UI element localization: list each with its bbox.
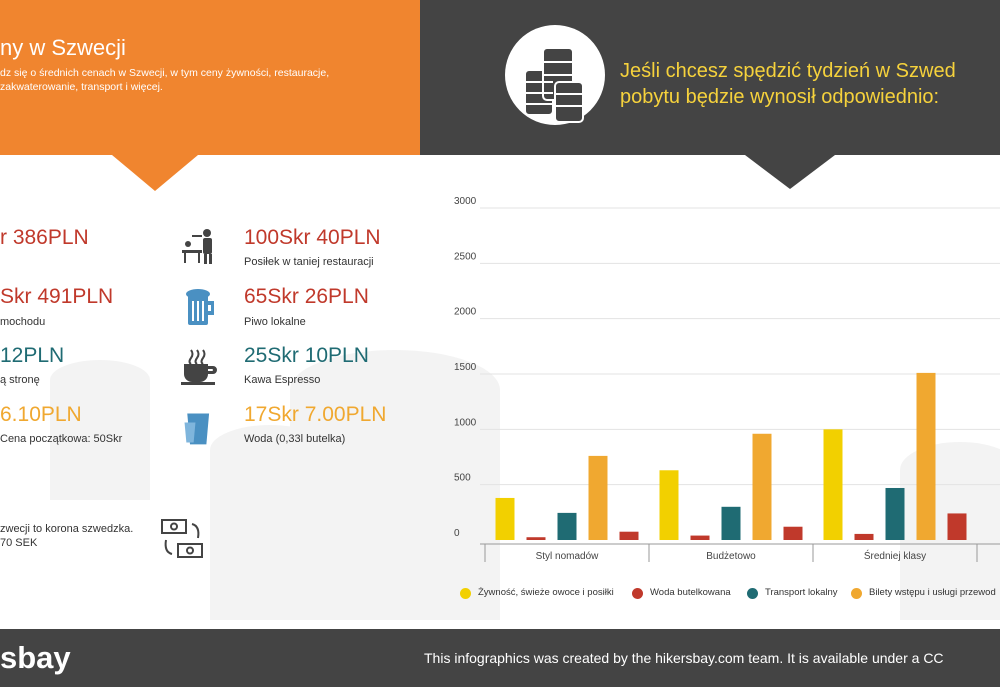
price-label-4: Cena początkowa: 50Skr xyxy=(0,433,123,445)
header-right-notch xyxy=(745,155,835,189)
legend-dot xyxy=(747,588,758,599)
price-value-7: 25Skr 10PLN xyxy=(244,344,369,367)
bar xyxy=(885,487,905,540)
price-value-1: r 386PLN xyxy=(0,226,89,249)
bar xyxy=(916,372,936,540)
price-label-6: Piwo lokalne xyxy=(244,316,306,328)
bar xyxy=(690,535,710,540)
price-value-6: 65Skr 26PLN xyxy=(244,285,369,308)
price-value-4: 6.10PLN xyxy=(0,403,82,426)
bar xyxy=(619,531,639,540)
legend-label: Transport lokalny xyxy=(765,587,838,598)
price-label-7: Kawa Espresso xyxy=(244,374,321,386)
bar xyxy=(752,433,772,540)
bar-chart: 0 500 1000 1500 2000 2500 3000 Styl nomadów Budż… xyxy=(454,196,1000,562)
y-tick-label: 1000 xyxy=(454,417,477,428)
price-value-8: 17Skr 7.00PLN xyxy=(244,403,387,426)
header-left-banner xyxy=(0,0,420,155)
y-tick-label: 500 xyxy=(454,473,471,484)
bar xyxy=(557,512,577,540)
bar xyxy=(947,513,967,540)
x-category-label: Styl nomadów xyxy=(536,551,600,562)
legend-dot xyxy=(632,588,643,599)
currency-note: zwecji to korona szwedzka. 70 SEK xyxy=(0,523,134,549)
beer-mug-icon xyxy=(186,289,214,325)
legend-label: Bilety wstępu i usługi przewod xyxy=(869,587,996,598)
y-tick-label: 2000 xyxy=(454,307,477,318)
coins-stack-icon xyxy=(505,25,605,125)
price-label-8: Woda (0,33l butelka) xyxy=(244,433,346,445)
x-category-label: Średniej klasy xyxy=(864,549,926,562)
header-left-notch xyxy=(112,155,198,191)
currency-exchange-icon xyxy=(161,519,203,558)
legend-dot xyxy=(851,588,862,599)
water-glass-icon xyxy=(184,413,210,445)
bar xyxy=(823,429,843,540)
price-label-3: ą stronę xyxy=(0,374,40,386)
price-value-5: 100Skr 40PLN xyxy=(244,226,381,249)
page-description: dz się o średnich cenach w Szwecji, w ty… xyxy=(0,67,330,93)
y-tick-label: 3000 xyxy=(454,196,477,207)
header-right-text: Jeśli chcesz spędzić tydzień w Szwed pob… xyxy=(620,60,956,108)
y-tick-label: 2500 xyxy=(454,251,477,262)
legend-dot xyxy=(460,588,471,599)
page-title: ny w Szwecji xyxy=(0,35,126,60)
footer-logo[interactable]: sbay xyxy=(0,640,71,675)
price-label-2: mochodu xyxy=(0,316,46,328)
footer-bar xyxy=(0,629,1000,687)
bar xyxy=(854,533,874,540)
legend-label: Żywność, świeże owoce i posiłki xyxy=(478,587,614,598)
bar xyxy=(783,526,803,540)
price-label-5: Posiłek w taniej restauracji xyxy=(244,256,374,268)
price-value-3: 12PLN xyxy=(0,344,65,367)
bar xyxy=(588,455,608,540)
price-value-2: Skr 491PLN xyxy=(0,285,114,308)
legend-label: Woda butelkowana xyxy=(650,587,731,598)
bar xyxy=(659,470,679,540)
y-tick-label: 0 xyxy=(454,528,460,539)
coffee-cup-icon xyxy=(181,349,217,385)
bar xyxy=(526,537,546,540)
waiter-icon xyxy=(182,229,212,264)
bar xyxy=(495,497,515,540)
bar xyxy=(721,506,741,540)
x-category-label: Budżetowo xyxy=(706,551,756,562)
y-tick-label: 1500 xyxy=(454,362,477,373)
footer-credit-text: This infographics was created by the hik… xyxy=(424,650,944,666)
